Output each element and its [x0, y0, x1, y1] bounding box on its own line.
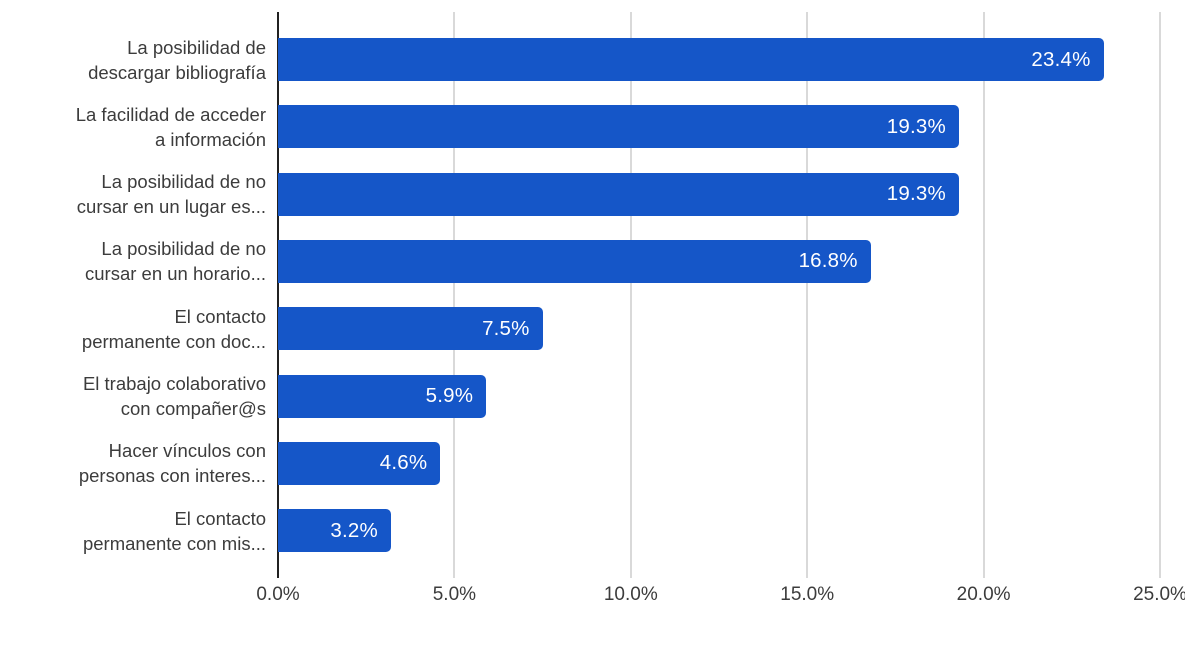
bar-value-label: 19.3%: [886, 114, 946, 138]
category-label: El contacto permanente con doc...: [81, 305, 266, 352]
category-label: La posibilidad de descargar bibliografía: [88, 36, 266, 83]
bar: 16.8%: [278, 239, 871, 283]
bar: 3.2%: [278, 509, 391, 553]
category-label: El contacto permanente con mis...: [82, 507, 266, 554]
bar-value-label: 16.8%: [798, 249, 858, 273]
bar: 19.3%: [278, 105, 959, 149]
bar: 5.9%: [278, 374, 487, 418]
x-tick-label: 20.0%: [956, 584, 1011, 605]
category-label: La posibilidad de no cursar en un lugar …: [76, 171, 266, 218]
x-tick-label: 10.0%: [603, 584, 658, 605]
zero-axis-line: [277, 12, 279, 578]
category-label: La facilidad de acceder a información: [75, 103, 266, 150]
x-tick-label: 25.0%: [1133, 584, 1185, 605]
x-tick-label: 0.0%: [256, 584, 300, 605]
category-label: El trabajo colaborativo con compañer@s: [82, 373, 266, 419]
bar-value-label: 23.4%: [1031, 47, 1091, 71]
x-tick-label: 5.0%: [432, 584, 477, 605]
bar-value-label: 19.3%: [886, 182, 946, 206]
bar: 23.4%: [278, 38, 1104, 81]
gridline: [982, 12, 985, 578]
category-label: La posibilidad de no cursar en un horari…: [85, 238, 266, 285]
gridline: [806, 12, 809, 578]
gridline: [1159, 12, 1161, 578]
bar: 4.6%: [278, 441, 441, 485]
x-tick-label: 15.0%: [780, 584, 835, 605]
bar-value-label: 4.6%: [379, 451, 428, 475]
bar-value-label: 3.2%: [330, 518, 378, 542]
category-label: Hacer vínculos con personas con interes.…: [78, 440, 266, 487]
bar: 19.3%: [278, 172, 959, 216]
bar-value-label: 7.5%: [482, 316, 530, 340]
gridline: [453, 12, 456, 578]
bar-value-label: 5.9%: [425, 384, 474, 407]
bar: 7.5%: [278, 307, 543, 351]
gridline: [629, 12, 632, 578]
